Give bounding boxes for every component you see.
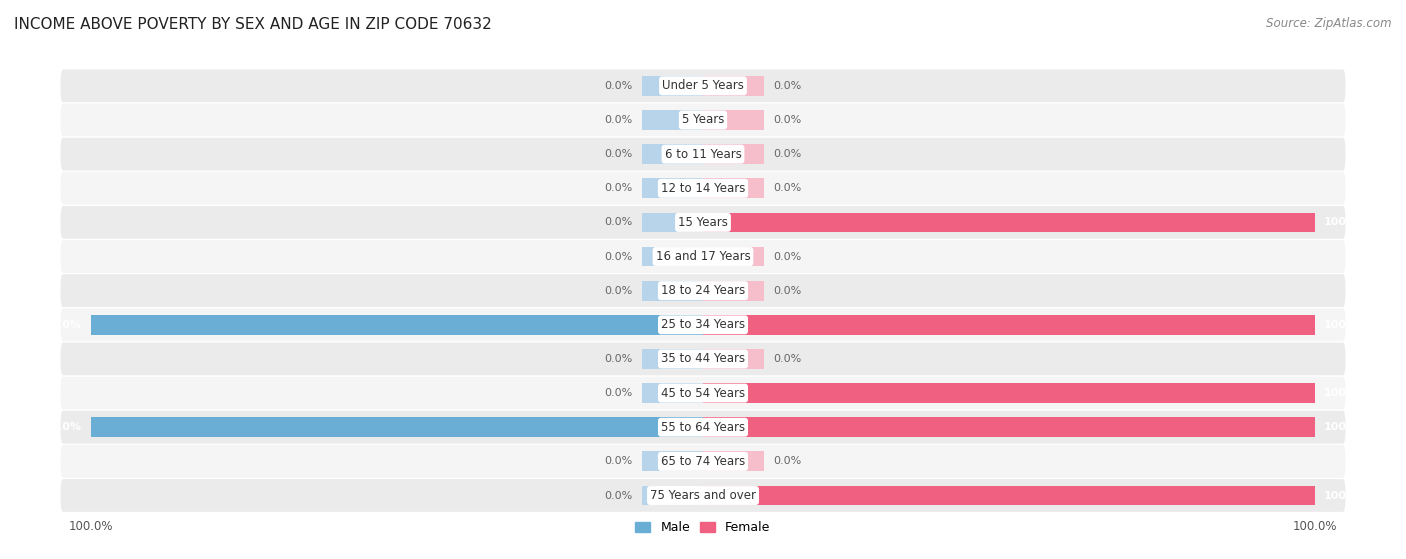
FancyBboxPatch shape (60, 479, 1346, 512)
Text: 65 to 74 Years: 65 to 74 Years (661, 455, 745, 468)
FancyBboxPatch shape (60, 309, 1346, 341)
Text: 0.0%: 0.0% (773, 81, 801, 91)
Text: 0.0%: 0.0% (773, 115, 801, 125)
Text: 100.0%: 100.0% (1324, 388, 1369, 398)
Text: 0.0%: 0.0% (605, 149, 633, 159)
Text: 16 and 17 Years: 16 and 17 Years (655, 250, 751, 263)
Bar (641, 76, 703, 96)
Text: 0.0%: 0.0% (773, 286, 801, 296)
Bar (641, 144, 703, 164)
Bar (703, 418, 1315, 437)
Bar (91, 315, 703, 335)
Bar (703, 315, 1315, 335)
Text: 0.0%: 0.0% (605, 81, 633, 91)
Text: 0.0%: 0.0% (605, 490, 633, 500)
Text: 0.0%: 0.0% (773, 149, 801, 159)
FancyBboxPatch shape (60, 103, 1346, 136)
Text: 6 to 11 Years: 6 to 11 Years (665, 148, 741, 160)
Bar (703, 76, 765, 96)
Bar (703, 247, 765, 267)
Bar (703, 452, 765, 471)
Text: 18 to 24 Years: 18 to 24 Years (661, 284, 745, 297)
Text: 0.0%: 0.0% (605, 115, 633, 125)
FancyBboxPatch shape (60, 69, 1346, 102)
FancyBboxPatch shape (60, 343, 1346, 375)
Bar (641, 349, 703, 369)
FancyBboxPatch shape (60, 445, 1346, 478)
Bar (641, 247, 703, 267)
Text: 0.0%: 0.0% (605, 388, 633, 398)
Bar (703, 486, 1315, 505)
Bar (703, 486, 1315, 505)
Bar (703, 349, 765, 369)
Bar (703, 110, 765, 130)
FancyBboxPatch shape (60, 240, 1346, 273)
FancyBboxPatch shape (60, 206, 1346, 239)
Text: 0.0%: 0.0% (605, 217, 633, 228)
Bar (91, 418, 703, 437)
Text: 0.0%: 0.0% (605, 252, 633, 262)
FancyBboxPatch shape (60, 411, 1346, 444)
Text: 35 to 44 Years: 35 to 44 Years (661, 353, 745, 366)
Text: 55 to 64 Years: 55 to 64 Years (661, 421, 745, 434)
Bar (703, 281, 765, 301)
Text: INCOME ABOVE POVERTY BY SEX AND AGE IN ZIP CODE 70632: INCOME ABOVE POVERTY BY SEX AND AGE IN Z… (14, 17, 492, 32)
Text: 0.0%: 0.0% (605, 286, 633, 296)
Text: 0.0%: 0.0% (773, 252, 801, 262)
Text: 100.0%: 100.0% (37, 320, 82, 330)
Text: 0.0%: 0.0% (773, 183, 801, 193)
FancyBboxPatch shape (60, 138, 1346, 170)
Text: 100.0%: 100.0% (1324, 320, 1369, 330)
Text: 0.0%: 0.0% (605, 456, 633, 466)
Bar (91, 315, 703, 335)
Bar (641, 178, 703, 198)
Text: 5 Years: 5 Years (682, 113, 724, 126)
FancyBboxPatch shape (60, 274, 1346, 307)
Text: 0.0%: 0.0% (605, 354, 633, 364)
Text: 100.0%: 100.0% (1324, 217, 1369, 228)
Text: 100.0%: 100.0% (37, 422, 82, 432)
Text: 0.0%: 0.0% (605, 183, 633, 193)
Bar (703, 383, 1315, 403)
Bar (703, 383, 1315, 403)
Text: 12 to 14 Years: 12 to 14 Years (661, 182, 745, 195)
Text: 15 Years: 15 Years (678, 216, 728, 229)
Bar (703, 212, 1315, 233)
FancyBboxPatch shape (60, 172, 1346, 205)
Bar (703, 144, 765, 164)
Text: 0.0%: 0.0% (773, 456, 801, 466)
Legend: Male, Female: Male, Female (630, 517, 776, 539)
Bar (91, 418, 703, 437)
Text: 0.0%: 0.0% (773, 354, 801, 364)
Bar (703, 212, 1315, 233)
Text: 100.0%: 100.0% (1324, 422, 1369, 432)
Bar (703, 178, 765, 198)
Text: 100.0%: 100.0% (1324, 490, 1369, 500)
Text: 25 to 34 Years: 25 to 34 Years (661, 318, 745, 331)
FancyBboxPatch shape (60, 377, 1346, 410)
Bar (641, 212, 703, 233)
Bar (703, 315, 1315, 335)
Text: 75 Years and over: 75 Years and over (650, 489, 756, 502)
Text: Source: ZipAtlas.com: Source: ZipAtlas.com (1267, 17, 1392, 30)
Bar (641, 452, 703, 471)
Text: Under 5 Years: Under 5 Years (662, 79, 744, 92)
Bar (641, 110, 703, 130)
Bar (641, 281, 703, 301)
Text: 45 to 54 Years: 45 to 54 Years (661, 387, 745, 400)
Bar (641, 486, 703, 505)
Bar (703, 418, 1315, 437)
Bar (641, 383, 703, 403)
